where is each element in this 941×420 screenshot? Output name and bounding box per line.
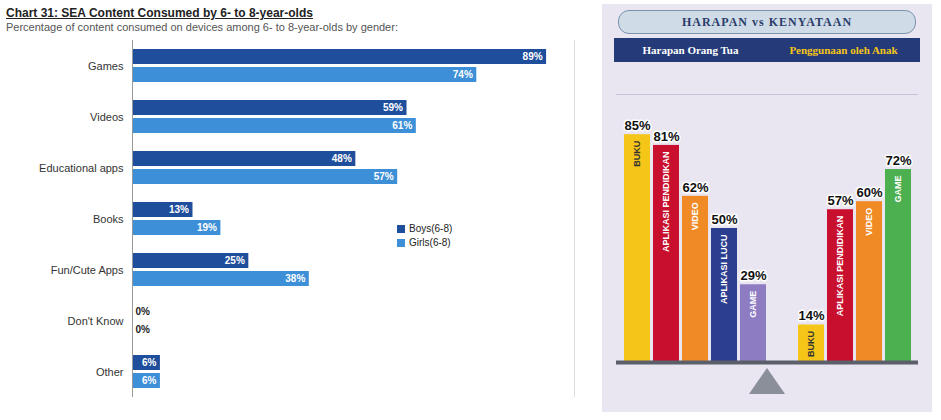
- svg-text:13%: 13%: [169, 204, 189, 215]
- svg-text:0%: 0%: [136, 306, 151, 317]
- svg-text:Educational apps: Educational apps: [39, 162, 124, 174]
- svg-text:19%: 19%: [197, 222, 217, 233]
- html-text:Boys(6-8): Boys(6-8): [409, 222, 453, 234]
- svg-text:61%: 61%: [392, 120, 412, 131]
- html-text:Harapan Orang Tua: Harapan Orang Tua: [642, 44, 739, 56]
- svg-text:57%: 57%: [827, 193, 853, 208]
- svg-text:50%: 50%: [711, 212, 737, 227]
- svg-text:APLIKASI PENDIDIKAN: APLIKASI PENDIDIKAN: [661, 151, 671, 252]
- svg-text:6%: 6%: [142, 357, 157, 368]
- svg-text:VIDEO: VIDEO: [864, 208, 874, 236]
- svg-text:85%: 85%: [624, 118, 650, 133]
- svg-text:Games: Games: [88, 60, 124, 72]
- svg-text:59%: 59%: [383, 102, 403, 113]
- svg-text:BUKU: BUKU: [632, 141, 642, 167]
- svg-text:81%: 81%: [653, 129, 679, 144]
- svg-text:60%: 60%: [856, 185, 882, 200]
- svg-text:72%: 72%: [885, 153, 911, 168]
- svg-text:VIDEO: VIDEO: [690, 202, 700, 230]
- svg-text:57%: 57%: [374, 171, 394, 182]
- html-text:Chart 31: SEA Content Consumed: Chart 31: SEA Content Consumed by 6- to …: [6, 6, 313, 20]
- html-text:Penggunaan oleh Anak: Penggunaan oleh Anak: [789, 44, 898, 56]
- svg-text:GAME: GAME: [893, 176, 903, 203]
- svg-text:GAME: GAME: [748, 291, 758, 318]
- svg-text:BUKU: BUKU: [806, 331, 816, 357]
- svg-text:74%: 74%: [453, 69, 473, 80]
- html-text:HARAPAN vs KENYATAAN: HARAPAN vs KENYATAAN: [681, 15, 853, 29]
- html-text:Percentage of content consumed: Percentage of content consumed on device…: [6, 21, 398, 33]
- svg-text:Books: Books: [93, 213, 124, 225]
- svg-text:62%: 62%: [682, 180, 708, 195]
- svg-text:38%: 38%: [285, 273, 305, 284]
- svg-text:APLIKASI PENDIDIKAN: APLIKASI PENDIDIKAN: [835, 216, 845, 317]
- svg-text:6%: 6%: [142, 375, 157, 386]
- html-text:Girls(6-8): Girls(6-8): [409, 236, 451, 248]
- svg-text:48%: 48%: [332, 153, 352, 164]
- svg-text:14%: 14%: [798, 308, 824, 323]
- svg-text:29%: 29%: [740, 268, 766, 283]
- svg-text:0%: 0%: [136, 324, 151, 335]
- svg-text:25%: 25%: [225, 255, 245, 266]
- svg-text:Videos: Videos: [90, 111, 124, 123]
- svg-text:APLIKASI LUCU: APLIKASI LUCU: [719, 235, 729, 305]
- svg-text:Fun/Cute Apps: Fun/Cute Apps: [51, 264, 124, 276]
- svg-text:Other: Other: [96, 366, 124, 378]
- svg-text:Don't Know: Don't Know: [68, 315, 124, 327]
- svg-text:89%: 89%: [523, 51, 543, 62]
